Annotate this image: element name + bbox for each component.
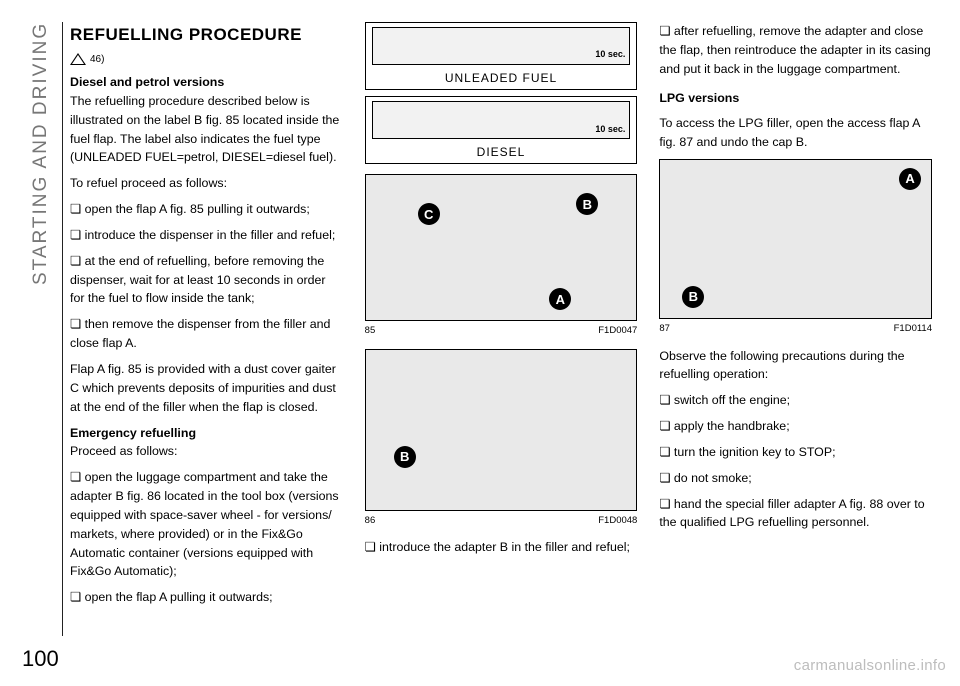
label-sec: 10 sec. [595, 48, 625, 62]
bullet-item: at the end of refuelling, before removin… [70, 252, 343, 309]
label-steps-diesel: 10 sec. [372, 101, 631, 139]
figure-number: 86 [365, 514, 376, 528]
page-number: 100 [22, 646, 59, 672]
bullet-item: hand the special filler adapter A fig. 8… [659, 495, 932, 533]
section-side-label: STARTING AND DRIVING [30, 22, 60, 626]
fuel-name-unleaded: UNLEADED FUEL [372, 67, 631, 87]
warning-number: 46) [90, 52, 104, 67]
callout-B: B [576, 193, 598, 215]
para: Diesel and petrol versions The refuellin… [70, 73, 343, 167]
bullet-item: switch off the engine; [659, 391, 932, 410]
figure-86-caption: 86 F1D0048 [365, 514, 638, 528]
callout-A: A [899, 168, 921, 190]
side-rule [62, 22, 63, 636]
para-text: The refuelling procedure described below… [70, 94, 339, 165]
figure-number: 87 [659, 322, 670, 336]
bullet-item: do not smoke; [659, 469, 932, 488]
para-text: To access the LPG filler, open the acces… [659, 114, 932, 152]
figure-number: 85 [365, 324, 376, 338]
label-steps-unleaded: 10 sec. [372, 27, 631, 65]
subheading-diesel-petrol: Diesel and petrol versions [70, 75, 224, 89]
bullet-item: open the flap A fig. 85 pulling it outwa… [70, 200, 343, 219]
figure-85: B C A [365, 174, 638, 321]
content-columns: REFUELLING PROCEDURE 46) Diesel and petr… [70, 22, 932, 620]
bullet-item: turn the ignition key to STOP; [659, 443, 932, 462]
watermark: carmanualsonline.info [794, 657, 946, 674]
column-3: after refuelling, remove the adapter and… [659, 22, 932, 620]
bullet-item: then remove the dispenser from the fille… [70, 315, 343, 353]
figure-87: A B [659, 159, 932, 319]
subheading-lpg: LPG versions [659, 89, 932, 108]
fuel-label-unleaded: 10 sec. UNLEADED FUEL [365, 22, 638, 90]
figure-code: F1D0047 [598, 324, 637, 338]
fuel-label-diesel: 10 sec. DIESEL [365, 96, 638, 164]
column-1: REFUELLING PROCEDURE 46) Diesel and petr… [70, 22, 343, 620]
callout-B: B [682, 286, 704, 308]
bullet-item: introduce the adapter B in the filler an… [365, 538, 638, 557]
callout-A: A [549, 288, 571, 310]
bullet-item: apply the handbrake; [659, 417, 932, 436]
subheading-emergency: Emergency refuelling [70, 426, 196, 440]
para: Emergency refuelling Proceed as follows: [70, 424, 343, 462]
fuel-name-diesel: DIESEL [372, 141, 631, 161]
figure-85-caption: 85 F1D0047 [365, 324, 638, 338]
para-text: Observe the following precautions during… [659, 347, 932, 385]
para-text: Proceed as follows: [70, 444, 177, 458]
manual-page: STARTING AND DRIVING REFUELLING PROCEDUR… [0, 0, 960, 686]
label-sec: 10 sec. [595, 123, 625, 137]
column-2: 10 sec. UNLEADED FUEL 10 sec. DIESEL B C… [365, 22, 638, 620]
callout-C: C [418, 203, 440, 225]
figure-86: B [365, 349, 638, 511]
figure-code: F1D0048 [598, 514, 637, 528]
heading-refuelling: REFUELLING PROCEDURE [70, 22, 343, 48]
warning-icon [70, 53, 86, 65]
para-text: To refuel proceed as follows: [70, 174, 343, 193]
bullet-item: open the flap A pulling it outwards; [70, 588, 343, 607]
bullet-item: introduce the dispenser in the filler an… [70, 226, 343, 245]
warning-ref: 46) [70, 52, 104, 67]
figure-code: F1D0114 [894, 322, 932, 336]
callout-B: B [394, 446, 416, 468]
figure-87-caption: 87 F1D0114 [659, 322, 932, 336]
bullet-item: after refuelling, remove the adapter and… [659, 22, 932, 79]
bullet-item: open the luggage compartment and take th… [70, 468, 343, 581]
para-text: Flap A fig. 85 is provided with a dust c… [70, 360, 343, 417]
